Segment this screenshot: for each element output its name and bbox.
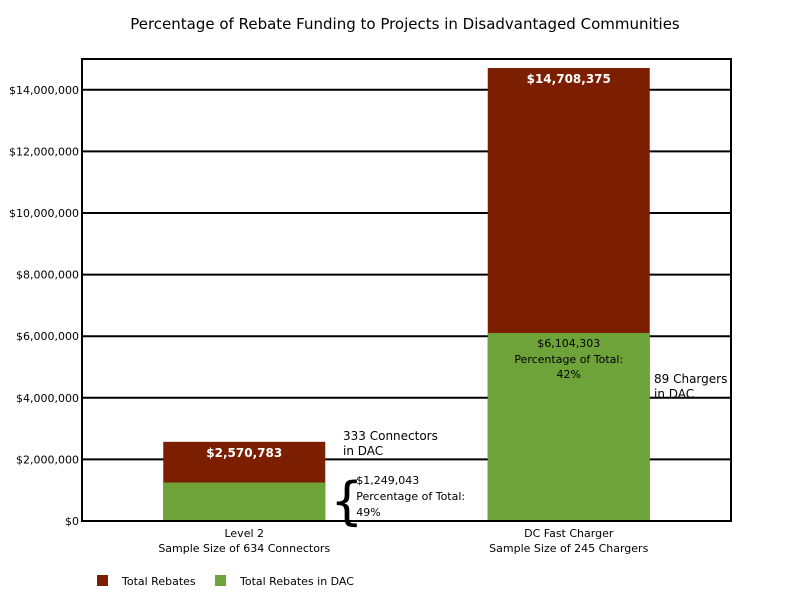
count-annotation: in DAC [343,444,383,458]
data-labels: $2,570,783$14,708,375{$1,249,043Percenta… [206,72,727,532]
y-tick-label: $8,000,000 [16,269,79,282]
legend: Total Rebates Total Rebates in DAC [97,575,354,588]
y-tick-label: $10,000,000 [9,207,79,220]
dac-percentage-value: 49% [356,506,380,519]
dac-percentage-value: 42% [557,368,581,381]
y-tick-label: $14,000,000 [9,84,79,97]
count-annotation: 89 Chargers [654,372,727,386]
legend-label: Total Rebates in DAC [239,575,354,588]
legend-label: Total Rebates [121,575,196,588]
gridlines [82,88,731,461]
y-tick-label: $6,000,000 [16,330,79,343]
plot-area-border [81,58,732,522]
legend-swatch [97,575,108,586]
bar-total-rebates-in-dac [487,332,650,521]
dac-percentage-label: Percentage of Total: [356,490,465,503]
bar-total-rebates-in-dac [163,482,326,521]
dac-amount-label: $1,249,043 [356,474,419,487]
total-value-label: $14,708,375 [527,72,611,86]
count-annotation: in DAC [654,387,694,401]
y-tick-label: $2,000,000 [16,453,79,466]
y-axis: $0 $2,000,000 $4,000,000 $6,000,000 $8,000,0… [9,84,79,528]
chart-title: Percentage of Rebate Funding to Projects… [130,15,680,33]
count-annotation: 333 Connectors [343,429,438,443]
x-category-sublabel: Sample Size of 245 Chargers [489,542,648,555]
y-tick-label: $4,000,000 [16,392,79,405]
y-tick-label: $0 [65,515,79,528]
bars [163,67,650,521]
x-category-label: DC Fast Charger [524,527,614,540]
legend-swatch [215,575,226,586]
dac-amount-label: $6,104,303 [537,337,600,350]
total-value-label: $2,570,783 [206,446,282,460]
x-category-sublabel: Sample Size of 634 Connectors [158,542,330,555]
dac-percentage-label: Percentage of Total: [514,353,623,366]
x-category-label: Level 2 [224,527,264,540]
x-axis: Level 2 Sample Size of 634 Connectors DC F… [158,527,648,555]
y-tick-label: $12,000,000 [9,145,79,158]
